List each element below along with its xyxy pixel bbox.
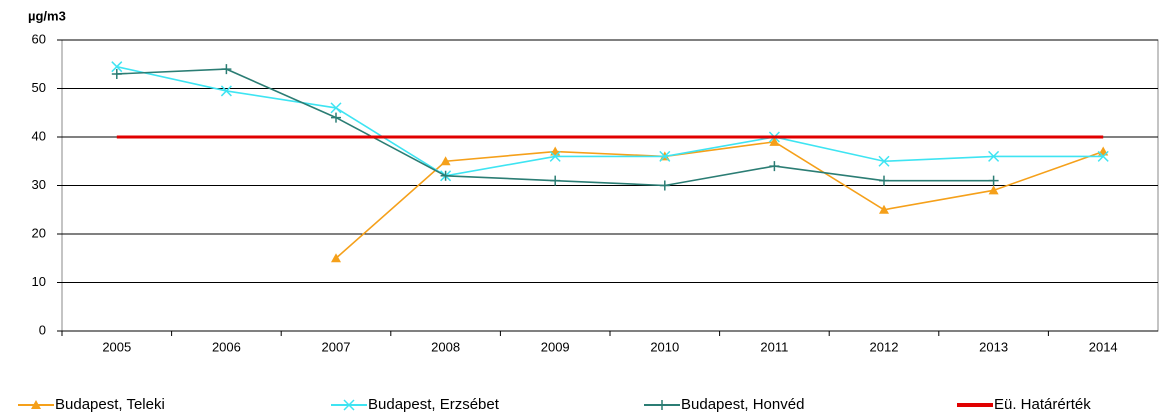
marker xyxy=(331,112,341,123)
marker xyxy=(330,102,342,114)
marker xyxy=(221,64,232,75)
marker xyxy=(440,156,451,166)
marker xyxy=(988,150,1000,162)
marker xyxy=(220,85,232,97)
marker xyxy=(879,175,889,186)
marker xyxy=(111,68,122,79)
legend-label: Budapest, Teleki xyxy=(55,396,165,413)
marker xyxy=(549,150,561,162)
marker xyxy=(988,175,999,186)
x-tick-label: 2011 xyxy=(760,339,788,354)
marker xyxy=(331,253,341,263)
x-tick-label: 2007 xyxy=(322,339,351,354)
y-tick-label: 50 xyxy=(32,80,46,95)
legend: Budapest, Teleki Budapest, Erzsébet Budape… xyxy=(18,396,1091,413)
x-tick-label: 2012 xyxy=(870,339,899,354)
x-tick-label: 2006 xyxy=(212,339,241,354)
marker xyxy=(550,175,561,186)
y-tick-label: 40 xyxy=(32,128,46,143)
y-tick-label: 10 xyxy=(32,274,46,289)
x-tick-label: 2010 xyxy=(650,339,679,354)
marker xyxy=(440,170,451,181)
legend-label: Eü. Határérték xyxy=(994,396,1091,413)
marker xyxy=(31,400,41,409)
legend-label: Budapest, Honvéd xyxy=(681,396,804,413)
marker xyxy=(769,136,780,146)
marker xyxy=(879,204,889,214)
x-tick-label: 2008 xyxy=(431,339,460,354)
marker xyxy=(1097,150,1109,162)
y-tick-label: 30 xyxy=(32,177,46,192)
x-tick-label: 2013 xyxy=(979,339,1008,354)
legend-label: Budapest, Erzsébet xyxy=(368,396,500,413)
marker xyxy=(343,399,355,411)
y-axis-label: µg/m3 xyxy=(28,8,66,23)
y-tick-label: 60 xyxy=(32,31,46,46)
series-line xyxy=(116,65,1104,177)
y-tick-label: 0 xyxy=(39,322,46,337)
marker xyxy=(988,185,999,195)
x-tick-label: 2005 xyxy=(102,339,131,354)
marker xyxy=(769,161,780,172)
marker xyxy=(878,155,890,167)
marker xyxy=(657,400,667,410)
marker xyxy=(659,150,671,162)
y-tick-label: 20 xyxy=(32,225,46,240)
marker xyxy=(659,180,670,191)
series-line xyxy=(335,141,1104,259)
marker xyxy=(111,61,123,73)
x-tick-label: 2014 xyxy=(1089,339,1118,354)
x-tick-label: 2009 xyxy=(541,339,570,354)
